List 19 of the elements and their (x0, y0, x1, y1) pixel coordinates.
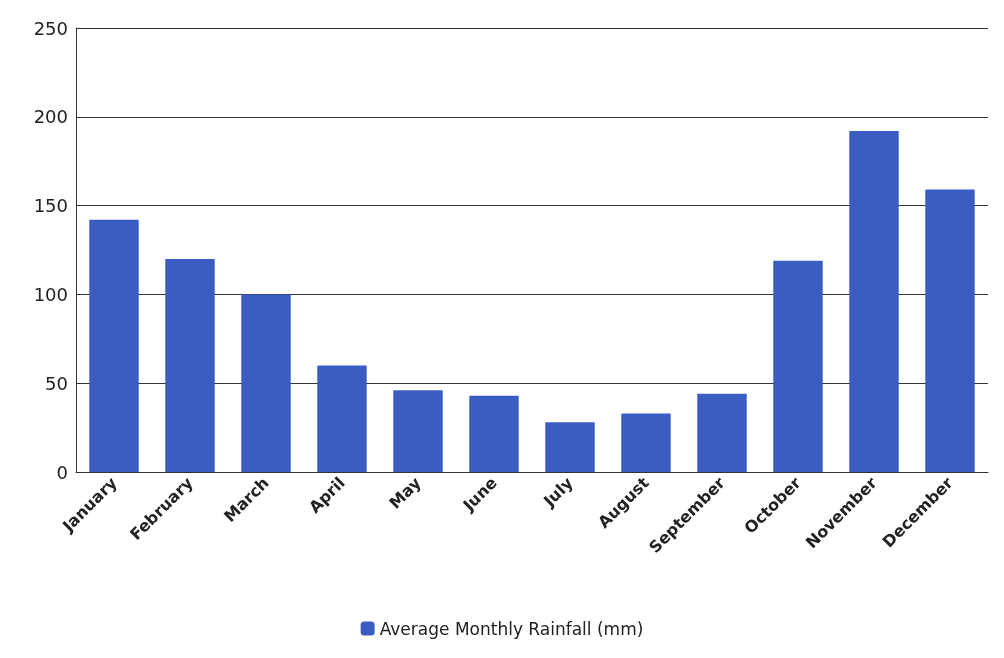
y-tick-label: 250 (33, 17, 68, 39)
y-tick-label: 200 (33, 106, 68, 128)
bar (89, 219, 139, 472)
bar (697, 393, 747, 472)
y-tick-label: 100 (33, 283, 68, 305)
bar (241, 294, 291, 472)
bar (849, 131, 899, 472)
bar (393, 390, 443, 472)
bar (925, 189, 975, 472)
legend-label: Average Monthly Rainfall (mm) (379, 618, 644, 639)
bar (469, 395, 519, 472)
bar (165, 258, 215, 472)
y-tick-label: 150 (33, 195, 68, 217)
bar (621, 413, 671, 472)
y-tick-label: 50 (45, 372, 68, 394)
bar (773, 260, 823, 472)
bar (317, 365, 367, 472)
y-tick-label: 0 (56, 461, 68, 483)
bar (545, 422, 595, 472)
